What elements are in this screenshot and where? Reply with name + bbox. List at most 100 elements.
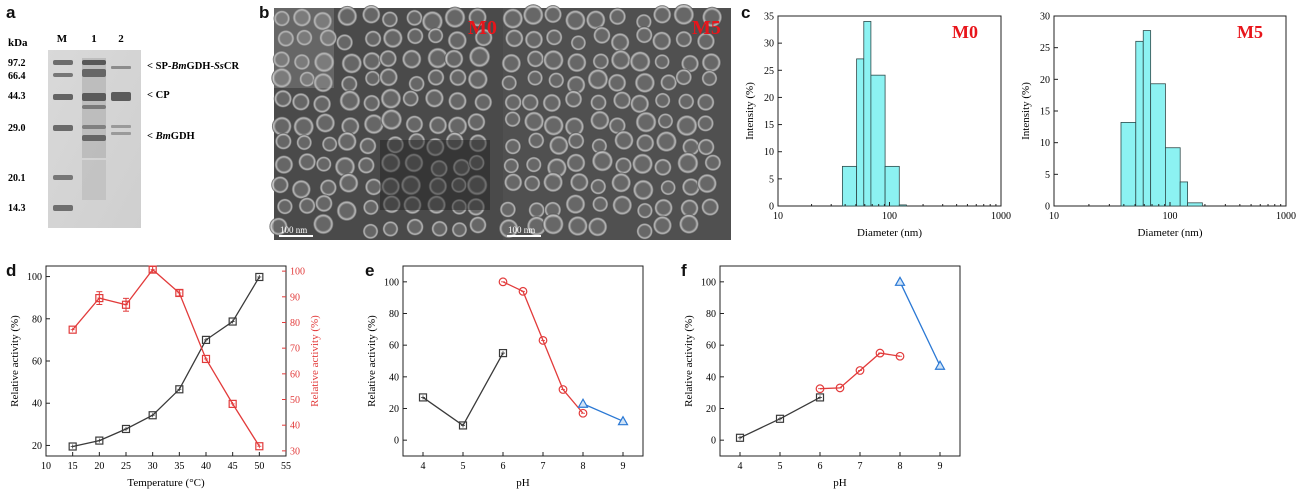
- data-point: [228, 399, 237, 408]
- y-tick-label: 0: [394, 436, 399, 447]
- x-tick-label: 4: [421, 461, 426, 472]
- y-tick-label: 80: [389, 309, 399, 320]
- chart-title: M0: [952, 22, 978, 42]
- panel-letter-b: b: [259, 3, 270, 22]
- marker-label: 20.1: [8, 173, 26, 184]
- data-point: [68, 442, 77, 451]
- y-tick-label: 30: [764, 39, 774, 50]
- dls-histogram-m5: 0 5 10 15 20 25 30 10 100 1000 Diameter (nm) Intens…: [1020, 12, 1296, 240]
- data-point: [121, 300, 131, 309]
- gel-bands: [53, 58, 131, 211]
- histogram-bar: [1150, 83, 1166, 207]
- marker-label: 44.3: [8, 91, 26, 102]
- data-point: [617, 415, 629, 426]
- x-tick-label: 100: [1163, 211, 1178, 222]
- histogram-bar: [1179, 181, 1188, 207]
- x-tick-label: 5: [461, 461, 466, 472]
- y-tick-label: 40: [389, 372, 399, 383]
- y-tick-label: 35: [764, 12, 774, 23]
- data-point: [148, 411, 157, 420]
- data-point: [577, 398, 589, 408]
- series-line: [899, 281, 941, 367]
- y-tick-label: 0: [1045, 202, 1050, 213]
- y-right-tick-label: 80: [290, 318, 300, 329]
- data-point: [538, 336, 548, 345]
- plot-frame: [402, 265, 644, 457]
- data-point: [148, 265, 157, 274]
- data-point: [458, 421, 468, 430]
- y-right-tick-label: 100: [290, 267, 305, 278]
- data-point: [558, 385, 568, 394]
- y-right-tick-label: 40: [290, 421, 300, 432]
- x-tick-label: 45: [228, 461, 238, 472]
- y-right-tick-label: 30: [290, 446, 300, 457]
- marker-label: 97.2: [8, 58, 26, 69]
- x-tick-label: 35: [174, 461, 184, 472]
- x-tick-label: 9: [938, 461, 943, 472]
- y-tick-label: 0: [711, 436, 716, 447]
- dls-histogram-m0: 0 5 10 15 20 25 30 35 10 100 1000 Diameter (nm) Inte…: [744, 12, 1011, 240]
- band-annotation-bmgdh: < BmGDH: [147, 131, 195, 142]
- data-point: [201, 354, 211, 364]
- marker-labels: 97.2 66.4 44.3 29.0 20.1 14.3: [8, 58, 26, 214]
- data-point: [518, 286, 528, 296]
- data-point: [121, 424, 131, 434]
- x-tick-label: 8: [898, 461, 903, 472]
- x-tick-label: 30: [148, 461, 158, 472]
- data-point: [855, 366, 865, 375]
- x-tick-label: 20: [94, 461, 104, 472]
- y-tick-label: 20: [389, 404, 399, 415]
- y-tick-label: 0: [769, 202, 774, 213]
- x-axis-label: pH: [833, 477, 847, 489]
- y-tick-label: 15: [764, 120, 774, 131]
- y-tick-label: 100: [701, 277, 716, 288]
- y-tick-label: 5: [769, 174, 774, 185]
- y-tick-label: 20: [32, 441, 42, 452]
- x-tick-label: 5: [778, 461, 783, 472]
- data-point: [418, 393, 428, 402]
- x-tick-label: 6: [501, 461, 506, 472]
- y-tick-label: 15: [1040, 107, 1050, 118]
- x-tick-label: 1000: [1276, 211, 1296, 222]
- y-tick-label: 60: [32, 357, 42, 368]
- x-tick-label: 6: [818, 461, 823, 472]
- data-point: [228, 317, 237, 326]
- y-tick-label: 40: [706, 372, 716, 383]
- y-tick-label: 80: [32, 314, 42, 325]
- data-point: [815, 384, 825, 394]
- y-axis-label: Intensity (%): [1020, 82, 1032, 140]
- histogram-bar: [870, 74, 886, 207]
- x-tick-label: 10: [773, 211, 783, 222]
- data-point: [95, 293, 104, 303]
- x-tick-label: 50: [254, 461, 264, 472]
- panel-letter-e: e: [365, 261, 375, 280]
- x-tick-label: 40: [201, 461, 211, 472]
- x-tick-label: 7: [541, 461, 546, 472]
- data-point: [255, 442, 264, 451]
- data-point: [68, 325, 77, 334]
- x-tick-label: 100: [882, 211, 897, 222]
- data-point: [934, 360, 946, 370]
- y-tick-label: 25: [764, 66, 774, 77]
- x-tick-label: 55: [281, 461, 291, 472]
- marker-label: 29.0: [8, 123, 26, 134]
- x-tick-label: 8: [581, 461, 586, 472]
- y-tick-label: 20: [706, 404, 716, 415]
- panel-letter-f: f: [681, 261, 687, 280]
- series-line: [582, 403, 624, 422]
- x-tick-label: 7: [858, 461, 863, 472]
- y-tick-label: 5: [1045, 170, 1050, 181]
- plot-frame: [719, 265, 961, 457]
- data-point: [775, 414, 785, 423]
- series-line: [72, 268, 260, 447]
- histogram-bar: [1165, 147, 1181, 207]
- y-tick-label: 40: [32, 399, 42, 410]
- band-annotation-cp: < CP: [147, 90, 170, 101]
- y-tick-label: 100: [27, 272, 42, 283]
- y-tick-label: 30: [1040, 12, 1050, 23]
- histogram-bar: [898, 204, 907, 207]
- x-tick-label: 25: [121, 461, 131, 472]
- sds-page-gel-panel: kDa M 1 2 97.2 66.4 44.3 29.0 20.1 14.3 …: [8, 33, 239, 228]
- x-tick-label: 15: [68, 461, 78, 472]
